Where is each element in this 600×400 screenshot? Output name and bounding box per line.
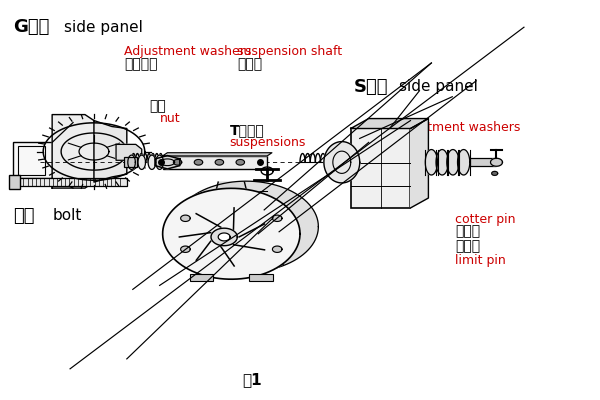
Bar <box>351 128 410 208</box>
Polygon shape <box>351 118 428 128</box>
Polygon shape <box>410 118 428 208</box>
Text: 螺栓: 螺栓 <box>13 207 35 225</box>
Bar <box>249 274 273 281</box>
Polygon shape <box>116 144 142 160</box>
Polygon shape <box>458 150 470 175</box>
Bar <box>16 178 127 186</box>
Text: Adjustment washers: Adjustment washers <box>392 122 520 134</box>
Polygon shape <box>217 182 246 189</box>
Polygon shape <box>155 156 180 169</box>
Text: nut: nut <box>160 112 180 125</box>
Bar <box>163 156 267 169</box>
Polygon shape <box>211 228 237 246</box>
Bar <box>18 146 45 175</box>
Bar <box>190 274 214 281</box>
Polygon shape <box>218 233 230 241</box>
Polygon shape <box>236 160 244 165</box>
Polygon shape <box>181 215 190 222</box>
Text: 开口销: 开口销 <box>455 224 481 238</box>
Polygon shape <box>173 160 182 165</box>
Bar <box>470 158 496 166</box>
Bar <box>124 158 137 167</box>
Text: suspension shaft: suspension shaft <box>237 45 343 58</box>
Polygon shape <box>447 150 459 175</box>
Text: side panel: side panel <box>64 20 143 35</box>
Polygon shape <box>52 114 94 188</box>
Polygon shape <box>492 172 497 175</box>
Polygon shape <box>163 153 272 156</box>
Text: 螺母: 螺母 <box>149 100 166 114</box>
Polygon shape <box>138 155 145 170</box>
Text: cotter pin: cotter pin <box>455 213 516 226</box>
Bar <box>9 175 20 189</box>
Text: suspensions: suspensions <box>230 136 306 149</box>
Text: limit pin: limit pin <box>455 254 506 267</box>
Text: side panel: side panel <box>398 79 478 94</box>
Text: S侧板: S侧板 <box>354 78 388 96</box>
Polygon shape <box>174 181 319 272</box>
Text: T悬挂器: T悬挂器 <box>230 123 264 137</box>
Polygon shape <box>425 150 437 175</box>
Polygon shape <box>128 155 136 170</box>
Polygon shape <box>181 246 190 252</box>
Polygon shape <box>215 160 224 165</box>
Polygon shape <box>491 158 502 166</box>
Polygon shape <box>324 142 360 183</box>
Polygon shape <box>156 155 163 170</box>
Text: 悬挂轴: 悬挂轴 <box>237 57 262 71</box>
Polygon shape <box>148 155 155 170</box>
Polygon shape <box>163 188 300 279</box>
Polygon shape <box>272 215 282 222</box>
Text: G侧板: G侧板 <box>13 18 50 36</box>
Text: Adjustment washers: Adjustment washers <box>124 45 251 58</box>
FancyBboxPatch shape <box>13 142 52 178</box>
Polygon shape <box>272 246 282 252</box>
Polygon shape <box>194 160 203 165</box>
Text: 限位销: 限位销 <box>455 240 481 254</box>
Text: 图1: 图1 <box>242 372 262 388</box>
Polygon shape <box>94 120 127 182</box>
Polygon shape <box>436 150 448 175</box>
Text: 调节垫圈: 调节垫圈 <box>392 132 426 146</box>
Text: 调节垫圈: 调节垫圈 <box>124 57 157 71</box>
Text: bolt: bolt <box>52 208 82 223</box>
